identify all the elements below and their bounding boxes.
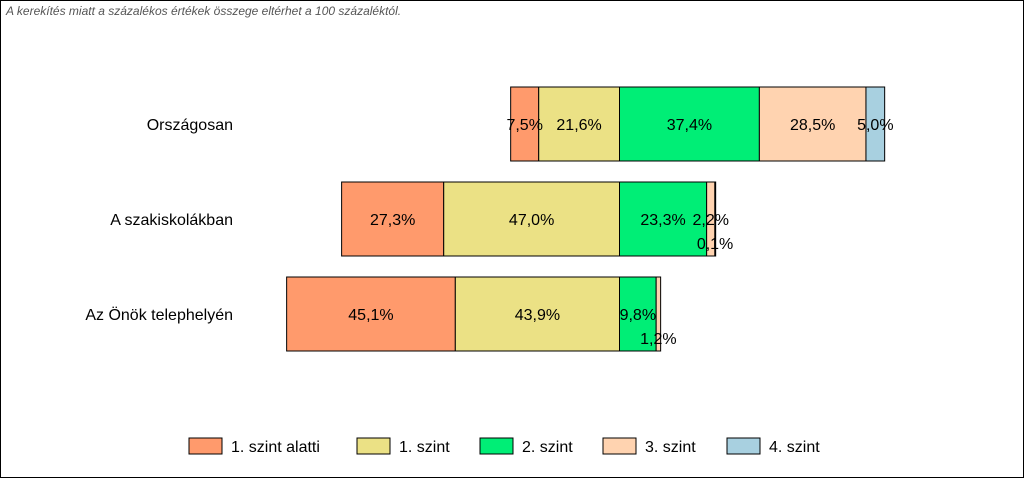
category-label: Országosan [147, 117, 233, 134]
value-label: 9,8% [620, 307, 656, 324]
rounding-note: A kerekítés miatt a százalékos értékek ö… [6, 4, 402, 18]
legend-label: 3. szint [645, 439, 696, 456]
bar-segment [341, 181, 445, 257]
bar-segment [714, 181, 717, 257]
value-label: 45,1% [348, 307, 393, 324]
legend-label: 4. szint [769, 439, 820, 456]
legend-swatch [188, 437, 223, 455]
value-label: 21,6% [556, 117, 601, 134]
category-labels: Országosan A szakiskolákban Az Önök teleph… [85, 117, 233, 324]
bar-segment [865, 86, 886, 162]
value-label: 47,0% [509, 212, 554, 229]
value-label: 2,2% [693, 212, 729, 229]
value-label: 1,2% [640, 331, 676, 348]
legend-swatch [356, 437, 391, 455]
value-labels: 7,5% 21,6% 37,4% 28,5% 5,0% 27,3% 47,0% 23,3% 2,… [348, 117, 893, 348]
value-label: 23,3% [640, 212, 685, 229]
legend-swatch [479, 437, 514, 455]
bar-segment [619, 181, 708, 257]
value-label: 37,4% [667, 117, 712, 134]
legend-label: 2. szint [522, 439, 573, 456]
bar-segment [454, 276, 620, 352]
legend-label: 1. szint alatti [231, 439, 320, 456]
value-label: 7,5% [506, 117, 542, 134]
legend-label: 1. szint [399, 439, 450, 456]
bar-segment [443, 181, 620, 257]
bar-segments [286, 86, 886, 352]
value-label: 27,3% [370, 212, 415, 229]
category-label: Az Önök telephelyén [85, 306, 233, 324]
legend: 1. szint alatti 1. szint 2. szint 3. szint 4… [188, 437, 820, 456]
legend-swatch [726, 437, 761, 455]
legend-swatch [602, 437, 637, 455]
bar-segment [538, 86, 620, 162]
category-label: A szakiskolákban [110, 212, 233, 229]
bar-segment [286, 276, 456, 352]
value-label: 5,0% [857, 117, 893, 134]
value-label: 43,9% [515, 307, 560, 324]
value-label: 0,1% [697, 236, 733, 253]
bar-segment [655, 276, 662, 352]
value-label: 28,5% [790, 117, 835, 134]
